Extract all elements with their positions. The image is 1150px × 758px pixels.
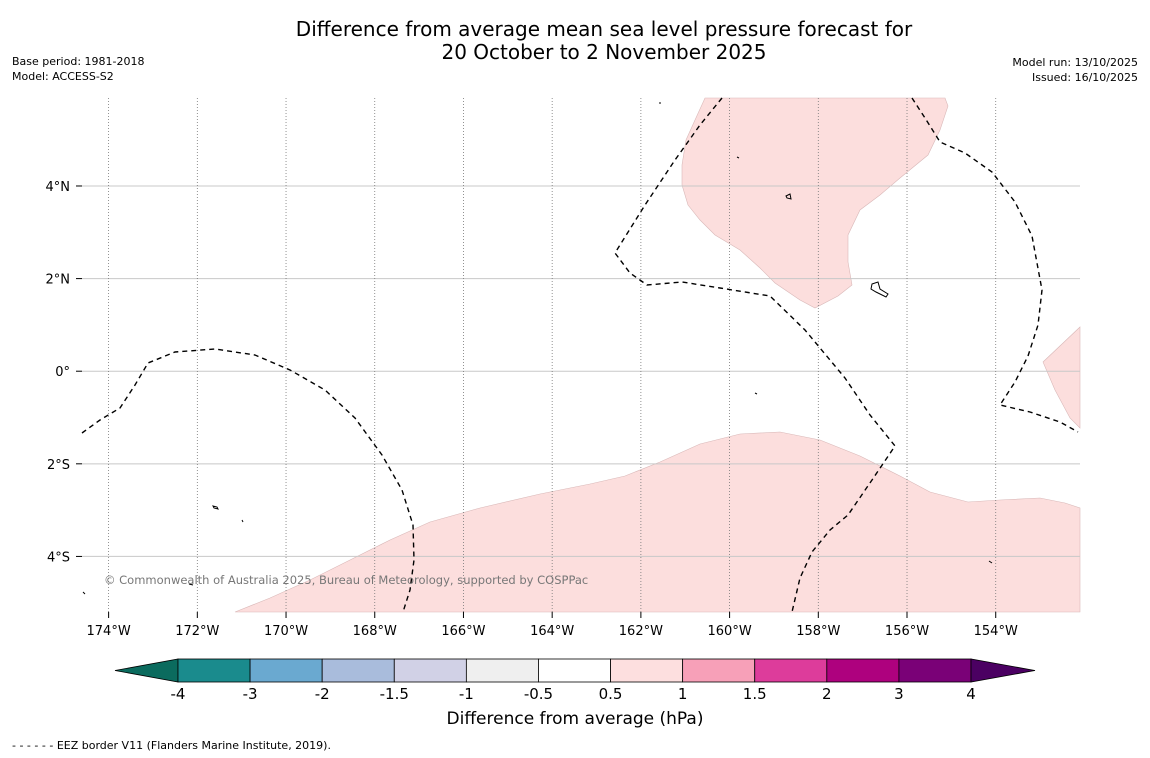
lat-label: 0° [55, 365, 70, 380]
colorbar-tick-label: 1 [678, 685, 688, 703]
colorbar-segment [249, 658, 323, 683]
island [754, 392, 758, 395]
colorbar-tick-label: -2 [315, 685, 330, 703]
meta-left: Base period: 1981-2018 Model: ACCESS-S2 [12, 54, 144, 84]
lon-label: 164°W [530, 624, 574, 639]
eez-border-east [911, 97, 1079, 433]
eez-border-west [81, 348, 415, 613]
model-name: Model: ACCESS-S2 [12, 70, 114, 83]
colorbar-segment [754, 658, 828, 683]
islands [82, 102, 993, 595]
colorbar-tick-label: -3 [243, 685, 258, 703]
colorbar-segment [465, 658, 539, 683]
lon-label: 168°W [353, 624, 397, 639]
island [241, 519, 244, 523]
eez-border-central [614, 97, 896, 613]
longitude-gridlines [108, 98, 997, 618]
copyright-text: © Commonwealth of Australia 2025, Bureau… [104, 573, 588, 587]
island [736, 156, 740, 159]
colorbar-tick-label: 1.5 [743, 685, 767, 703]
island [988, 560, 993, 564]
footer-legend: - - - - - - EEZ border V11 (Flanders Mar… [12, 739, 331, 752]
lon-label: 174°W [87, 624, 131, 639]
lon-label: 156°W [885, 624, 929, 639]
colorbar-over-arrow [970, 658, 1036, 683]
colorbar-segment [682, 658, 756, 683]
island [212, 505, 219, 510]
lat-label: 4°N [46, 180, 71, 195]
title-line-2: 20 October to 2 November 2025 [441, 40, 767, 64]
colorbar-segment [610, 658, 684, 683]
chart-title: Difference from average mean sea level p… [0, 18, 1150, 64]
island [870, 281, 889, 298]
latitude-labels: 4°N 2°N 0° 2°S 4°S [46, 180, 71, 565]
lat-label: 4°S [47, 550, 70, 565]
colorbar-segment [177, 658, 251, 683]
island [785, 193, 792, 200]
colorbar-tick-label: 4 [966, 685, 976, 703]
lon-label: 162°W [619, 624, 663, 639]
island [188, 583, 194, 586]
eez-legend-dash: - - - - - - [12, 739, 54, 752]
lat-label: 2°S [47, 458, 70, 473]
colorbar [114, 658, 1036, 683]
lon-label: 160°W [708, 624, 752, 639]
anomaly-region-east [1042, 326, 1081, 429]
lon-label: 166°W [441, 624, 485, 639]
colorbar-tick-label: -1 [459, 685, 474, 703]
base-period: Base period: 1981-2018 [12, 55, 145, 68]
lat-label: 2°N [46, 273, 71, 288]
latitude-gridlines [76, 185, 1080, 557]
colorbar-tick-label: -0.5 [524, 685, 553, 703]
lon-label: 158°W [796, 624, 840, 639]
issued-date: Issued: 16/10/2025 [1031, 71, 1138, 84]
colorbar-tick-label: 0.5 [599, 685, 623, 703]
lon-label: 170°W [264, 624, 308, 639]
eez-legend-text: EEZ border V11 (Flanders Marine Institut… [56, 739, 331, 752]
colorbar-tick-label: 3 [894, 685, 904, 703]
colorbar-tick-label: -1.5 [380, 685, 409, 703]
colorbar-segment [321, 658, 395, 683]
colorbar-segment [826, 658, 900, 683]
eez-borders [81, 97, 1079, 613]
meta-right: Model run: 13/10/2025 Issued: 16/10/2025 [1012, 55, 1138, 85]
colorbar-label: Difference from average (hPa) [446, 709, 704, 729]
longitude-labels: 174°W 172°W 170°W 168°W 166°W 164°W 162°W 160°W… [87, 624, 1018, 639]
colorbar-under-arrow [114, 658, 179, 683]
lon-label: 172°W [175, 624, 219, 639]
colorbar-segment [538, 658, 611, 683]
title-line-1: Difference from average mean sea level p… [295, 17, 913, 41]
colorbar-segment [898, 658, 972, 683]
colorbar-tick-label: 2 [822, 685, 832, 703]
colorbar-tick-label: -4 [171, 685, 186, 703]
colorbar-segment [393, 658, 467, 683]
colorbar-tick-labels: -4 -3 -2 -1.5 -1 -0.5 0.5 1 1.5 2 3 4 [171, 685, 976, 703]
island [82, 591, 86, 595]
lon-label: 154°W [974, 624, 1018, 639]
anomaly-fills [234, 97, 1081, 613]
anomaly-region-north [681, 97, 949, 309]
anomaly-region-south [234, 431, 1081, 613]
model-run: Model run: 13/10/2025 [1012, 56, 1138, 69]
